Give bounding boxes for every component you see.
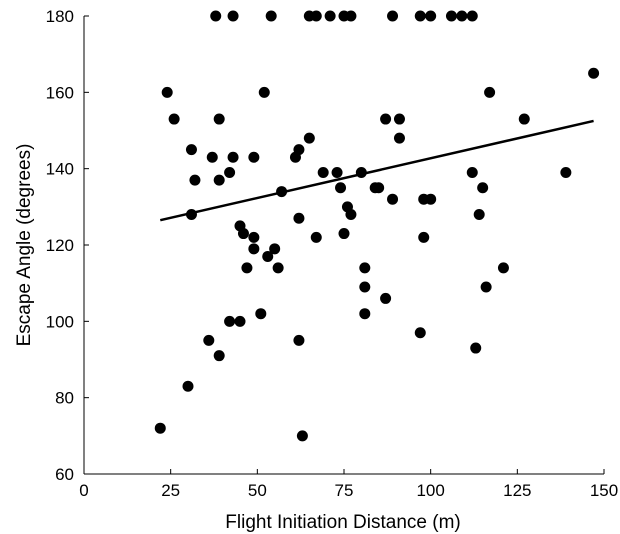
x-tick-label: 25 (161, 481, 180, 500)
data-point (425, 193, 437, 205)
data-point (317, 166, 329, 178)
data-point (414, 327, 426, 339)
data-point (206, 151, 218, 163)
data-point (227, 151, 239, 163)
data-point (359, 281, 371, 293)
data-point (445, 10, 457, 22)
data-point (262, 250, 274, 262)
y-tick-label: 60 (55, 465, 74, 484)
data-point (335, 182, 347, 194)
data-point (248, 243, 260, 255)
data-point (241, 262, 253, 274)
x-tick-label: 75 (335, 481, 354, 500)
data-point (248, 231, 260, 243)
axes: 0 25 50 75 100 125 150 60 80 100 120 140 160 180 (46, 7, 619, 500)
data-point (189, 174, 201, 186)
data-point (518, 113, 530, 125)
y-tick-label: 80 (55, 389, 74, 408)
data-point (470, 342, 482, 354)
data-point (237, 228, 249, 240)
data-point (560, 166, 572, 178)
data-point (477, 182, 489, 194)
x-tick-label: 125 (503, 481, 531, 500)
data-point (224, 315, 236, 327)
y-tick-label: 100 (46, 312, 74, 331)
trend-line-group (159, 119, 594, 222)
data-point (154, 422, 166, 434)
data-point (213, 174, 225, 186)
data-point (393, 132, 405, 144)
data-point (213, 113, 225, 125)
data-point (359, 308, 371, 320)
data-point (185, 144, 197, 156)
data-point (588, 67, 600, 79)
y-tick-label: 140 (46, 160, 74, 179)
x-tick-label: 100 (416, 481, 444, 500)
data-point (359, 262, 371, 274)
data-point (466, 10, 478, 22)
data-point (393, 113, 405, 125)
data-point (324, 10, 336, 22)
data-point (380, 113, 392, 125)
data-point (484, 86, 496, 98)
data-point (168, 113, 180, 125)
data-point (293, 144, 305, 156)
data-point (387, 193, 399, 205)
data-point (203, 334, 215, 346)
x-tick-label: 0 (79, 481, 88, 500)
data-point (272, 262, 284, 274)
data-point (296, 430, 308, 442)
y-axis-label: Escape Angle (degrees) (14, 144, 35, 347)
data-point (255, 308, 267, 320)
data-point (293, 212, 305, 224)
data-point (480, 281, 492, 293)
trend-line (159, 119, 594, 222)
data-point (182, 380, 194, 392)
data-point (269, 243, 281, 255)
data-point (473, 208, 485, 220)
data-points (154, 10, 600, 442)
data-point (373, 182, 385, 194)
x-tick-label: 150 (590, 481, 618, 500)
data-point (331, 166, 343, 178)
data-point (466, 166, 478, 178)
data-point (161, 86, 173, 98)
data-point (345, 208, 357, 220)
data-point (293, 334, 305, 346)
y-tick-label: 180 (46, 7, 74, 26)
data-point (213, 350, 225, 362)
data-point (310, 10, 322, 22)
data-point (418, 231, 430, 243)
y-tick-label: 120 (46, 236, 74, 255)
y-tick-label: 160 (46, 83, 74, 102)
x-tick-label: 50 (248, 481, 267, 500)
data-point (227, 10, 239, 22)
data-point (338, 228, 350, 240)
data-point (414, 10, 426, 22)
data-point (224, 166, 236, 178)
data-point (234, 315, 246, 327)
data-point (210, 10, 222, 22)
data-point (345, 10, 357, 22)
data-point (258, 86, 270, 98)
x-axis-label: Flight Initiation Distance (m) (225, 512, 460, 533)
data-point (425, 10, 437, 22)
data-point (387, 10, 399, 22)
data-point (497, 262, 509, 274)
data-point (248, 151, 260, 163)
data-point (380, 292, 392, 304)
data-point (310, 231, 322, 243)
data-point (303, 132, 315, 144)
data-point (265, 10, 277, 22)
data-point (456, 10, 468, 22)
